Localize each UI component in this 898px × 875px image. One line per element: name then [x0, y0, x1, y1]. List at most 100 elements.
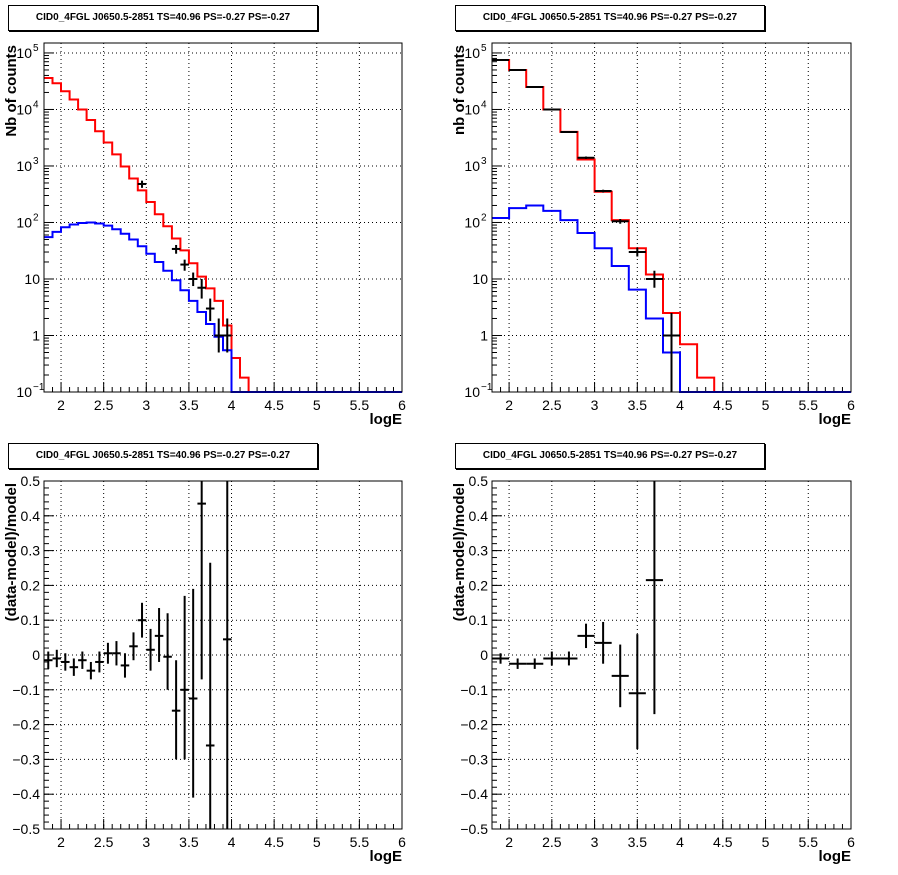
panel-2-data-point [662, 313, 681, 392]
panel-4-data-point [526, 658, 544, 669]
panel-3-x-tick-label: 4 [228, 834, 236, 850]
panel-1-x-tick-label: 3.5 [179, 397, 199, 413]
panel-4-data-point [543, 651, 561, 666]
panel-4-x-tick-label: 5.5 [799, 834, 819, 850]
panel-3-data-point [129, 632, 138, 661]
panel-4-y-tick-label: −0.1 [460, 682, 488, 698]
panel-2-y-tick-exponent: 5 [481, 43, 487, 54]
panel-4-y-axis-label: (data-model)/model [451, 483, 468, 621]
panel-3-y-tick-label: 0.4 [21, 508, 41, 524]
panel-2-data-point [526, 85, 544, 88]
panel-1-x-tick-label: 5.5 [350, 397, 370, 413]
panel-1-y-axis-label: Nb of counts [3, 45, 20, 137]
panel-3-data-point [69, 658, 79, 676]
panel-2-x-tick-label: 2.5 [542, 397, 562, 413]
panel-1-y-tick-label: 10 [16, 214, 32, 230]
panel-2-data-point [492, 59, 510, 62]
panel-4-data-point [577, 623, 595, 649]
panel-1-x-tick-label: 6 [398, 397, 406, 413]
panel-1-y-tick-label: 10 [16, 45, 32, 61]
panel-4-data-point [611, 644, 629, 708]
panel-1-y-tick-exponent: 3 [33, 156, 39, 167]
panel-4-data-point [628, 634, 646, 749]
panel-3-y-tick-label: 0.5 [21, 473, 41, 489]
panel-3-plot-area [44, 481, 402, 829]
panel-4-y-tick-label: 0.2 [469, 577, 489, 593]
panel-3-x-tick-label: 3 [142, 834, 150, 850]
panel-3-x-tick-label: 4.5 [264, 834, 284, 850]
panel-2-x-tick-label: 2 [505, 397, 513, 413]
panel-1-y-tick-exponent: 5 [33, 43, 39, 54]
panel-2-data-point [645, 270, 663, 288]
panel-2-x-axis-label: logE [819, 411, 852, 428]
panel-4-x-axis-label: logE [819, 848, 852, 865]
panel-3-data-point [205, 562, 215, 829]
panel-2-y-tick-label: 10 [464, 158, 480, 174]
panel-2-data-point [577, 156, 595, 159]
panel-1-x-tick-label: 2 [57, 397, 65, 413]
panel-4-plot: 2 2.5 3 3.5 4 4.5 5 5.5 6logE−0.5−0.4−0.3−0.2−0.… [451, 473, 855, 865]
panel-1-y-tick-label: 10 [24, 271, 40, 287]
panel-3-y-tick-label: 0.1 [21, 612, 41, 628]
panel-3-data-point [146, 628, 155, 671]
panel-4-data-point [560, 651, 578, 666]
panel-1-data-point [188, 272, 198, 287]
panel-1-y-tick-label: 10 [16, 101, 32, 117]
panel-2-x-tick-label: 3.5 [628, 397, 648, 413]
panel-1-x-tick-label: 5 [313, 397, 321, 413]
panel-1-title: CID0_4FGL J0650.5-2851 TS=40.96 PS=-0.27… [8, 5, 318, 31]
panel-4-x-tick-label: 2.5 [542, 834, 562, 850]
panel-1-data-point [137, 180, 147, 188]
panel-2-y-axis-label: nb of counts [451, 45, 468, 135]
panel-2-y-tick-label: 10 [464, 101, 480, 117]
panel-4-y-tick-label: −0.3 [460, 751, 488, 767]
panel-3-y-tick-label: −0.5 [12, 821, 40, 837]
panel-2-x-tick-label: 3 [591, 397, 599, 413]
panel-3-data-point [188, 588, 198, 798]
panel-3-data-point [120, 653, 130, 678]
panel-3-x-tick-label: 2 [57, 834, 65, 850]
panel-1-data-point [180, 259, 189, 271]
panel-4-x-tick-label: 3 [591, 834, 599, 850]
panel-4-y-tick-label: 0.1 [469, 612, 489, 628]
panel-3-data-point [95, 651, 104, 673]
panel-2-y-tick-label: 10 [464, 45, 480, 61]
panel-2-frame [491, 42, 852, 393]
panel-4-x-tick-label: 4.5 [713, 834, 733, 850]
panel-3-data-point [223, 481, 232, 829]
panel-4-data-point [594, 621, 612, 664]
panel-3-x-tick-label: 2.5 [94, 834, 114, 850]
panel-3-x-tick-label: 3.5 [179, 834, 199, 850]
panel-3-x-axis-label: logE [370, 848, 403, 865]
panel-2-x-tick-label: 6 [847, 397, 855, 413]
panel-3-y-tick-label: −0.2 [12, 717, 40, 733]
panel-4-x-tick-label: 5 [762, 834, 770, 850]
panel-4-frame [491, 480, 852, 830]
panel-1-y-tick-exponent: 4 [33, 99, 39, 110]
panel-1-frame [43, 42, 403, 393]
panel-4-x-tick-label: 3.5 [628, 834, 648, 850]
panel-3-data-point [61, 653, 70, 671]
panel-4-x-tick-label: 4 [676, 834, 684, 850]
panel-2-y-tick-label: 1 [480, 327, 488, 343]
panel-4-y-tick-label: −0.5 [460, 821, 488, 837]
panel-3-x-tick-label: 5.5 [350, 834, 370, 850]
panel-1-x-tick-label: 4 [228, 397, 236, 413]
panel-3-data-point [154, 608, 164, 662]
panel-2-y-tick-exponent: 3 [481, 156, 487, 167]
panel-4-title: CID0_4FGL J0650.5-2851 TS=40.96 PS=-0.27… [455, 443, 765, 469]
panel-4-plot-area [492, 481, 851, 829]
panel-1-y-tick-exponent: −1 [33, 382, 45, 393]
panel-3-y-tick-label: 0.3 [21, 543, 41, 559]
panel-4-y-tick-label: 0 [480, 647, 488, 663]
panel-1-data-point [171, 244, 181, 254]
panel-4-x-tick-label: 6 [847, 834, 855, 850]
panel-2-x-tick-label: 5.5 [799, 397, 819, 413]
